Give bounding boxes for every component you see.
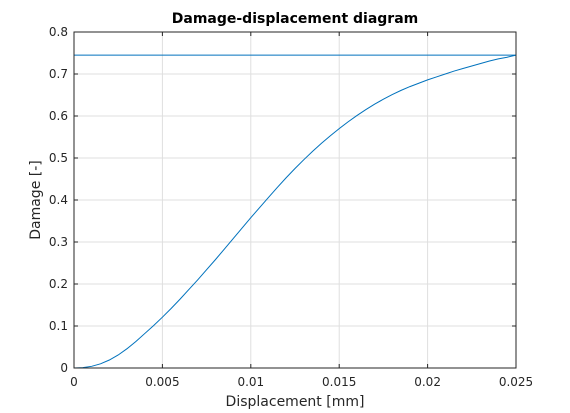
x-tick-label: 0.01 bbox=[237, 375, 264, 389]
x-axis-label: Displacement [mm] bbox=[226, 394, 365, 410]
y-tick-label: 0.2 bbox=[49, 277, 68, 291]
axis-ticks: 0 0.005 0.01 0.015 0.02 0.025 0 0.1 0.2 0.3 0.4 0.5… bbox=[49, 25, 533, 389]
y-tick-label: 0.6 bbox=[49, 109, 68, 123]
y-tick-label: 0.8 bbox=[49, 25, 68, 39]
series-line-1 bbox=[73, 54, 517, 369]
x-tick-label: 0.005 bbox=[145, 375, 179, 389]
y-tick-label: 0.4 bbox=[49, 193, 68, 207]
y-tick-label: 0.3 bbox=[49, 235, 68, 249]
x-tick-label: 0 bbox=[70, 375, 78, 389]
x-tick-label: 0.015 bbox=[322, 375, 356, 389]
y-axis-label: Damage [-] bbox=[28, 160, 44, 240]
y-tick-label: 0 bbox=[60, 361, 68, 375]
y-tick-label: 0.1 bbox=[49, 319, 68, 333]
y-tick-label: 0.7 bbox=[49, 67, 68, 81]
y-tick-label: 0.5 bbox=[49, 151, 68, 165]
x-tick-label: 0.025 bbox=[499, 375, 533, 389]
chart-title: Damage-displacement diagram bbox=[172, 11, 419, 27]
x-tick-label: 0.02 bbox=[414, 375, 441, 389]
data-lines bbox=[73, 54, 517, 369]
